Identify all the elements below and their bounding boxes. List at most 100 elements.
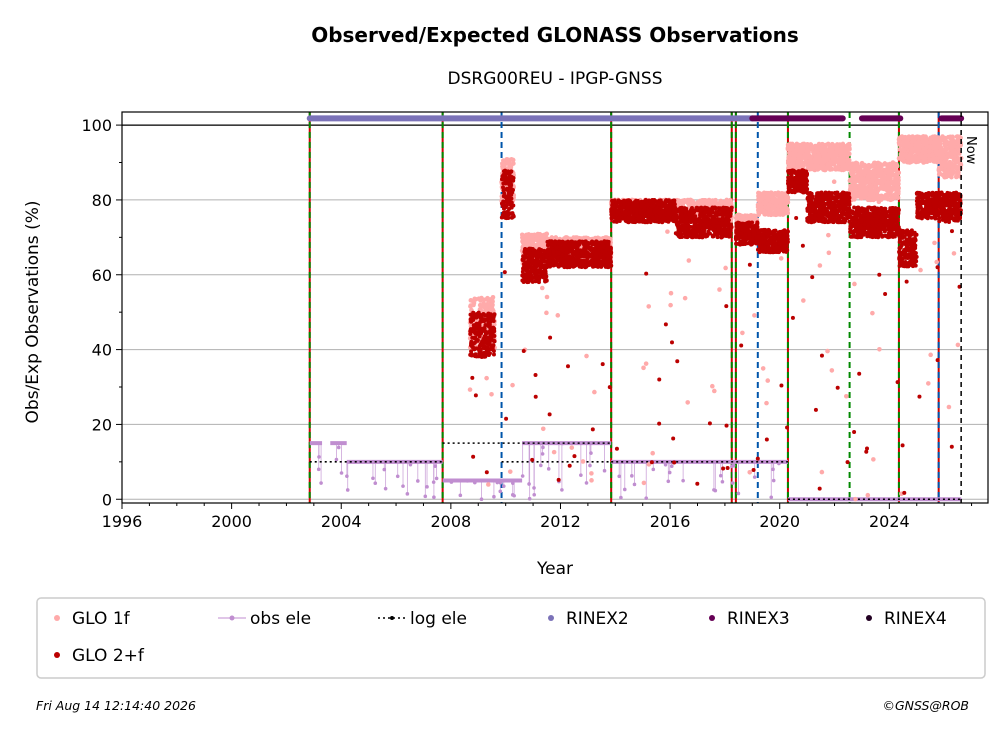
obs-ele-point [771, 478, 776, 483]
glo-1f-point-outlier [682, 295, 688, 301]
glo-1f-point [905, 135, 911, 140]
obs-ele-point [401, 484, 405, 488]
glo-1f-point-outlier [540, 426, 546, 432]
obs-ele-point [479, 497, 484, 502]
glo-2f-point [478, 319, 483, 324]
obs-ele-point [532, 492, 537, 497]
obs-ele-point [527, 496, 532, 501]
glo-1f-point [484, 304, 489, 309]
glo-1f-point-outlier [641, 480, 647, 486]
obs-ele-point [423, 494, 428, 499]
glo-1f-point [748, 213, 754, 218]
glo-1f-point [802, 155, 808, 161]
glo-1f-point [690, 198, 695, 204]
obs-ele-point [539, 463, 543, 468]
glo-1f-point [714, 200, 719, 206]
glo-1f-point [835, 144, 840, 150]
glo-1f-point-outlier [668, 290, 674, 296]
glo-1f-point-outlier [760, 366, 766, 371]
glo-1f-point-outlier [580, 459, 586, 464]
glo-1f-point-outlier [467, 387, 473, 392]
obs-ele-point [630, 474, 634, 478]
glo-1f-point [870, 178, 875, 183]
obs-ele-point [345, 488, 350, 492]
glo-1f-point-outlier [826, 232, 831, 238]
obs-ele-point [667, 470, 672, 475]
glo-1f-point [942, 155, 948, 161]
glo-1f-point [871, 174, 877, 179]
glo-1f-point [938, 159, 943, 164]
obs-ele-point [416, 479, 420, 483]
glo-1f-point-outlier [510, 382, 515, 388]
glo-1f-point-outlier [817, 263, 823, 268]
glo-1f-point-outlier [551, 449, 557, 455]
obs-ele-point [669, 464, 674, 469]
obs-ele-point [371, 476, 375, 481]
glo-1f-point [881, 161, 887, 167]
glo-1f-point [811, 152, 817, 157]
obs-ele-point [492, 494, 496, 499]
glo-1f-point [878, 169, 884, 174]
glo-1f-point-outlier [686, 258, 692, 263]
glo-1f-point [487, 297, 493, 302]
glo-1f-point [534, 235, 540, 241]
glo-1f-point [755, 204, 761, 210]
obs-ele-point [408, 462, 413, 467]
glo-1f-point [874, 169, 880, 175]
obs-ele-point [617, 474, 622, 479]
glo-1f-point [849, 162, 855, 167]
glo-1f-point [821, 151, 826, 157]
glo-1f-point [902, 152, 907, 157]
glo-1f-point [824, 157, 829, 162]
glo-1f-point [736, 212, 742, 218]
glo-1f-point-outlier [723, 265, 728, 271]
obs-ele-point [540, 452, 545, 456]
glo-1f-point [791, 153, 797, 159]
glo-1f-point [922, 153, 928, 159]
glo-1f-point [477, 302, 483, 308]
obs-ele-point [432, 495, 436, 500]
glo-1f-point-outlier [819, 469, 825, 475]
glo-1f-point-outlier [926, 381, 931, 386]
glo-1f-point [531, 242, 537, 248]
glo-1f-point [891, 167, 897, 173]
glo-2f-point [491, 343, 496, 348]
obs-ele-point [425, 485, 429, 489]
glo-1f-point-outlier [489, 391, 494, 397]
obs-ele-point [816, 497, 820, 502]
glo-1f-point [847, 151, 852, 157]
glo-1f-point [526, 242, 532, 248]
obs-ele-point [651, 467, 656, 472]
obs-ele-point [433, 464, 437, 468]
glo-1f-point [919, 135, 925, 141]
glo-1f-point [573, 235, 578, 240]
glo-1f-point [604, 235, 610, 241]
glo-1f-point [922, 148, 928, 154]
glo-1f-point [815, 146, 821, 152]
obs-ele-point [602, 468, 607, 473]
glo-1f-point [908, 152, 914, 158]
glo-1f-point [947, 170, 953, 176]
glo-1f-point-outlier [584, 353, 589, 359]
glo-1f-point [933, 149, 939, 155]
glo-1f-point-outlier [765, 378, 771, 383]
glo-1f-point [565, 235, 570, 241]
glo-1f-point [816, 152, 821, 158]
glo-1f-point-outlier [853, 496, 858, 502]
glo-1f-point [820, 141, 825, 147]
glo-2f-point [482, 354, 487, 359]
glo-1f-point-outlier [592, 389, 597, 395]
glo-1f-point [583, 235, 589, 241]
obs-ele-point [495, 480, 500, 485]
glo-1f-point-outlier [778, 256, 784, 261]
glo-1f-point [863, 177, 869, 183]
glo-1f-point-outlier [876, 199, 882, 205]
glo-1f-point-outlier [871, 457, 876, 462]
glo-1f-point [868, 190, 873, 196]
glo-1f-point [906, 158, 912, 163]
obs-ele-point [512, 493, 516, 498]
glo-1f-point [490, 302, 495, 308]
glo-1f-point [827, 148, 832, 153]
glo-1f-point [808, 165, 814, 170]
glo-1f-point [854, 191, 860, 197]
